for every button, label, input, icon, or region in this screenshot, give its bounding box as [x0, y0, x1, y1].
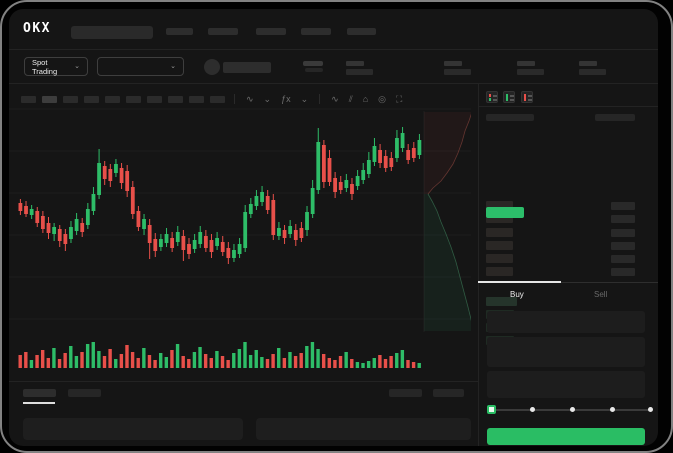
timeframe-button[interactable]	[21, 95, 36, 103]
divider	[9, 49, 658, 50]
nav-item-placeholder[interactable]	[208, 28, 238, 35]
candles-group	[18, 127, 422, 264]
orderbook-view-bids-icon[interactable]	[503, 91, 515, 103]
search-input[interactable]	[71, 26, 153, 39]
stat-24h	[444, 61, 471, 75]
stat-24h	[517, 61, 544, 75]
line-tool-icon[interactable]: ∿	[331, 93, 339, 104]
orderbook-col-price-header	[486, 114, 534, 121]
instrument-row: Spot Trading ⌄ ⌄	[9, 49, 658, 83]
chevron-down-icon: ⌄	[170, 63, 176, 70]
slider-stop-dot[interactable]	[570, 407, 575, 412]
timeframe-button[interactable]	[189, 95, 204, 103]
divider	[9, 83, 658, 84]
chevron-down-icon: ⌄	[74, 63, 80, 70]
bottom-input-right[interactable]	[256, 418, 471, 440]
bottom-action-placeholder[interactable]	[389, 389, 422, 397]
divider	[9, 381, 478, 382]
okx-logo: OKX	[23, 21, 51, 36]
orderbook-ask-row[interactable]	[478, 201, 658, 211]
timeframe-button[interactable]	[147, 95, 162, 103]
divider	[478, 83, 479, 446]
bottom-action-placeholder[interactable]	[433, 389, 464, 397]
volume-bars-group	[18, 342, 421, 368]
orderbook-view-combined-icon[interactable]	[486, 91, 498, 103]
orderbook-ask-row[interactable]	[478, 267, 658, 277]
depth-ask-area	[423, 111, 471, 332]
pair-name-placeholder	[223, 62, 271, 73]
depth-bid-area	[424, 193, 471, 331]
nav-item-placeholder[interactable]	[347, 28, 376, 35]
market-type-dropdown[interactable]: Spot Trading ⌄	[24, 57, 88, 76]
slider-stop-dot[interactable]	[610, 407, 615, 412]
nav-item-placeholder[interactable]	[166, 28, 193, 35]
orderbook-bid-row[interactable]	[478, 297, 658, 307]
last-price-placeholder	[303, 61, 323, 66]
draw-tool-icon[interactable]: ⫽	[348, 93, 353, 104]
order-amount-field[interactable]	[487, 337, 645, 367]
market-type-label: Spot Trading	[32, 57, 58, 76]
timeframe-button[interactable]	[168, 95, 183, 103]
app-screen: OKX Spot Trading ⌄ ⌄	[9, 9, 658, 446]
tab-sell[interactable]: Sell	[594, 290, 608, 299]
bottom-panel	[9, 381, 478, 446]
chart-toolbar: ∿ ⌄ ƒx ⌄ ∿ ⫽ ⌂ ◎ ⛶	[21, 93, 404, 105]
orderbook-ask-row[interactable]	[478, 241, 658, 251]
stat-24h	[579, 61, 606, 75]
bottom-tab-active[interactable]	[23, 389, 56, 397]
last-price-highlight[interactable]	[486, 207, 524, 218]
divider	[319, 94, 321, 104]
order-price-field[interactable]	[487, 311, 645, 333]
divider	[478, 282, 658, 283]
bottom-tab[interactable]	[68, 389, 101, 397]
orderbook-ask-row[interactable]	[478, 214, 658, 224]
orderbook-col-amount-header	[595, 114, 635, 121]
snapshot-icon[interactable]: ⌂	[362, 93, 369, 104]
slider-stop-dot[interactable]	[648, 407, 653, 412]
timeframe-button[interactable]	[126, 95, 141, 103]
bottom-input-left[interactable]	[23, 418, 243, 440]
buy-tab-indicator	[478, 281, 561, 283]
buy-button[interactable]	[487, 428, 645, 445]
orderbook-panel: Buy Sell	[478, 83, 658, 446]
divider	[234, 94, 235, 104]
pair-dropdown[interactable]: ⌄	[97, 57, 184, 76]
fx-function-icon[interactable]: ƒx	[281, 93, 291, 104]
candlestick-chart[interactable]	[9, 103, 471, 383]
slider-stop-dot[interactable]	[530, 407, 535, 412]
timeframe-button[interactable]	[210, 95, 225, 103]
timeframe-button-active[interactable]	[42, 95, 57, 103]
timeframe-button[interactable]	[63, 95, 78, 103]
amount-slider[interactable]	[487, 403, 653, 417]
orderbook-ask-row[interactable]	[478, 254, 658, 264]
indicator-wave-icon[interactable]: ∿	[246, 93, 254, 104]
active-tab-underline	[23, 402, 55, 404]
slider-handle[interactable]	[487, 405, 496, 414]
orderbook-view-asks-icon[interactable]	[521, 91, 533, 103]
stat-24h	[346, 61, 373, 75]
orderbook-ask-row[interactable]	[478, 228, 658, 238]
nav-item-placeholder[interactable]	[256, 28, 286, 35]
chevron-down-icon[interactable]: ⌄	[300, 93, 309, 104]
chevron-down-icon[interactable]: ⌄	[263, 93, 272, 104]
timeframe-button[interactable]	[105, 95, 120, 103]
top-bar: OKX	[9, 9, 658, 49]
fullscreen-icon[interactable]: ⛶	[396, 93, 403, 104]
order-total-field[interactable]	[487, 371, 645, 398]
timeframe-button[interactable]	[84, 95, 99, 103]
divider	[478, 106, 658, 107]
tab-buy[interactable]: Buy	[510, 290, 524, 299]
coin-avatar	[204, 59, 220, 75]
settings-icon[interactable]: ◎	[378, 93, 387, 104]
nav-item-placeholder[interactable]	[301, 28, 331, 35]
price-change-placeholder	[305, 68, 323, 72]
